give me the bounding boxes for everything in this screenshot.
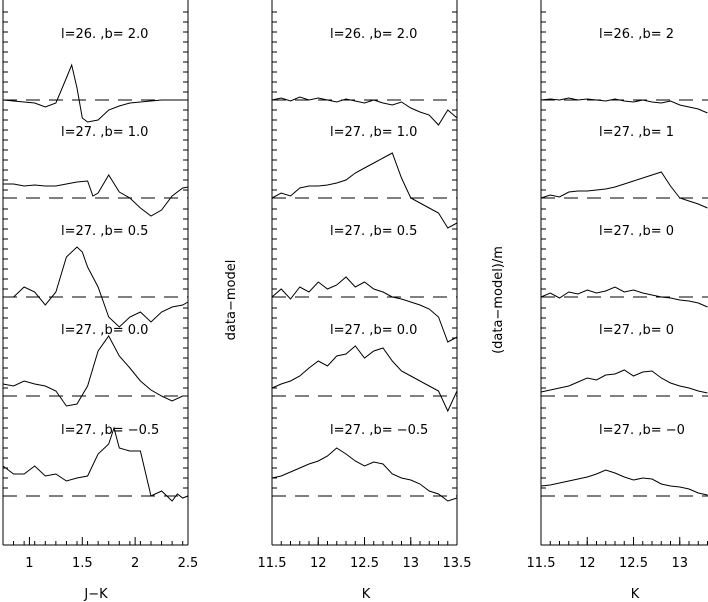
series-label: l=27. ,b= 0: [599, 224, 674, 239]
series-label: l=27. ,b= −0: [599, 423, 685, 438]
x-tick-label: 12: [579, 556, 596, 571]
x-tick-label: 13: [402, 556, 419, 571]
series-line: [271, 96, 458, 126]
x-tick-label: 13: [671, 556, 688, 571]
x-tick-label: 12: [310, 556, 327, 571]
series-line: [540, 286, 708, 308]
series-line: [3, 246, 189, 328]
x-tick-label: 12.5: [619, 556, 648, 571]
series-label: l=27. ,b= 0: [599, 323, 674, 338]
series-label: l=27. ,b= 0.0: [330, 323, 417, 338]
x-tick-label: 2: [131, 556, 139, 571]
series-label: l=26. ,b= 2.0: [330, 27, 417, 42]
series-line: [2, 63, 188, 123]
series-line: [271, 276, 458, 343]
series-label: l=27. ,b= 1.0: [61, 125, 148, 140]
x-tick-label: 13.5: [443, 556, 472, 571]
x-tick-label: 1.5: [72, 556, 93, 571]
chart-panel-3: 11.5 12 12.5 13 K (data−model)/m l=26. ,b= 2 l=…: [491, 0, 708, 602]
x-axis-label: J−K: [83, 587, 108, 602]
y-axis-label: (data−model)/m: [491, 246, 506, 354]
series-label: l=27. ,b= 1: [599, 125, 674, 140]
x-tick-label: 11.5: [258, 556, 287, 571]
x-tick-label: 2.5: [178, 556, 199, 571]
series-line: [540, 171, 708, 209]
series-line: [2, 335, 188, 407]
series-line: [3, 174, 189, 217]
series-line: [271, 447, 458, 502]
x-tick-label: 1: [25, 556, 33, 571]
series-label: l=26. ,b= 2: [599, 27, 674, 42]
series-label: l=27. ,b= 1.0: [330, 125, 417, 140]
x-axis-label: K: [631, 587, 640, 602]
series-label: l=27. ,b= 0.5: [61, 224, 148, 239]
series-line: [540, 469, 708, 496]
series-line: [271, 345, 458, 413]
chart-panel-1: 1 1.5 2 2.5 J−K l=26. ,b= 2.0 l=27. ,b= 1.0 l=2…: [2, 0, 199, 602]
series-line: [271, 152, 458, 229]
series-line: [2, 426, 189, 502]
x-tick-label: 12.5: [350, 556, 379, 571]
series-label: l=26. ,b= 2.0: [61, 27, 148, 42]
series-label: l=27. ,b= −0.5: [330, 423, 428, 438]
x-axis-label: K: [362, 587, 371, 602]
series-line: [540, 97, 708, 114]
x-tick-label: 11.5: [527, 556, 556, 571]
series-label: l=27. ,b= 0.5: [330, 224, 417, 239]
series-label: l=27. ,b= 0.0: [61, 323, 148, 338]
series-label: l=27. ,b= −0.5: [61, 423, 159, 438]
y-axis-label: data−model: [224, 260, 239, 341]
series-line: [540, 369, 708, 394]
